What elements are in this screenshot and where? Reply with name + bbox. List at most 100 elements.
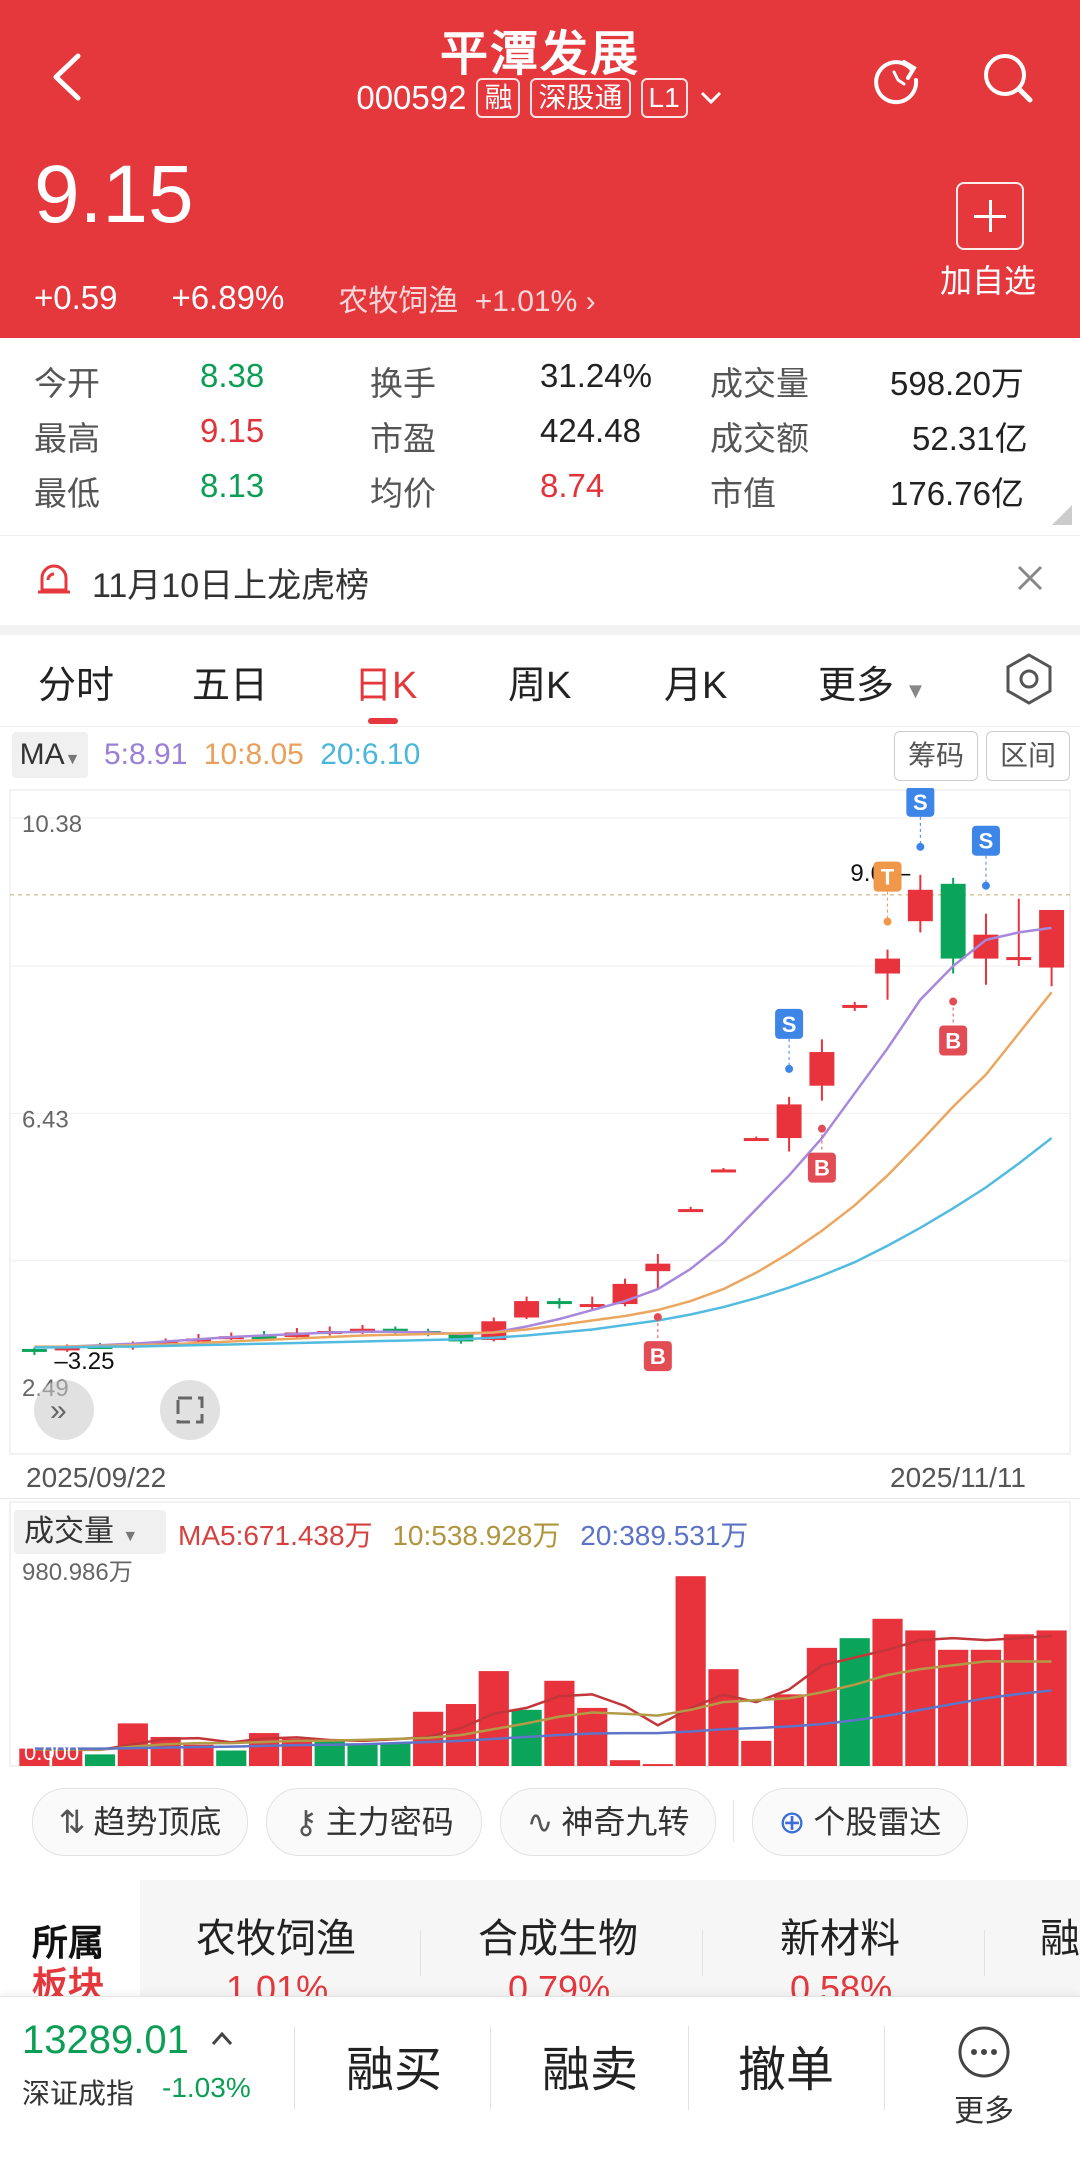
magic-nine-button[interactable]: ∿ 神奇九转 [500, 1788, 716, 1856]
candle-body [1039, 909, 1065, 968]
sector-item-name[interactable]: 合成生物 [478, 1917, 638, 1961]
price-change-row: +0.59 +6.89% 农牧饲渔 +1.01% › [34, 276, 596, 320]
sector-heading: 所属 板块 [32, 1922, 104, 2006]
volume-ma-values: MA5:671.438万 10:538.928万 20:389.531万 [178, 1514, 748, 1554]
volume-selector[interactable]: 成交量 ▼ [14, 1510, 166, 1554]
volume-bar [675, 1576, 706, 1766]
add-watchlist-button[interactable] [956, 182, 1024, 250]
ma-values: 5:8.91 10:8.05 20:6.10 [104, 738, 420, 772]
margin-buy-button[interactable]: 融买 [346, 2044, 443, 2097]
divider [490, 2026, 491, 2110]
candle-body [743, 1138, 769, 1142]
settings-hexagon-icon[interactable] [1004, 652, 1054, 706]
volume-bar [577, 1707, 608, 1766]
wave-icon: ∿ [526, 1804, 554, 1840]
signal-dot [981, 881, 990, 890]
stat-value-low: 8.13 [200, 467, 265, 504]
divider [0, 1498, 1080, 1499]
add-watchlist-label[interactable]: 加自选 [940, 263, 1037, 299]
fullscreen-icon [176, 1396, 204, 1424]
sector-list-bg [140, 1880, 1080, 2000]
sector-item-name[interactable]: 农牧饲渔 [196, 1917, 356, 1961]
level-tag[interactable]: L1 [640, 78, 688, 118]
vol-ma20: 20:389.531万 [580, 1520, 749, 1551]
volume-bar [52, 1750, 83, 1766]
back-icon[interactable] [50, 52, 84, 102]
tab-intraday[interactable]: 分时 [38, 665, 115, 707]
candle-body [973, 934, 999, 959]
chart-frame [9, 789, 1071, 1455]
candle-body [546, 1301, 572, 1305]
stat-label: 最高 [34, 420, 100, 457]
tab-five-day[interactable]: 五日 [192, 665, 269, 707]
collapse-left-button [34, 1380, 94, 1440]
stat-value-pe: 424.48 [540, 412, 641, 449]
tab-more[interactable]: 更多 ▼ [818, 654, 926, 709]
candle-body [678, 1209, 704, 1213]
chevron-down-icon[interactable] [698, 88, 724, 108]
tab-monthly-k[interactable]: 月K [664, 665, 728, 707]
candle-body [153, 1341, 179, 1345]
tab-more-label: 更多 [818, 665, 895, 707]
main-force-code-button[interactable]: ⚷ 主力密码 [266, 1788, 482, 1856]
cancel-order-button[interactable]: 撤单 [738, 2044, 835, 2097]
ma-selector[interactable]: MA▼ [12, 732, 88, 778]
sector-item-name[interactable]: 融 [1040, 1917, 1080, 1961]
signal-dot [785, 1064, 794, 1073]
stat-value-mktcap: 176.76亿 [890, 475, 1024, 512]
candle-body [776, 1104, 802, 1139]
refresh-icon[interactable] [868, 50, 924, 106]
volume-bar [609, 1760, 641, 1766]
chevron-right-icon: › [585, 285, 596, 318]
index-value[interactable]: 13289.01 [22, 2018, 189, 2062]
volume-bar [183, 1744, 214, 1766]
stat-label: 市盈 [370, 420, 436, 457]
chips-button[interactable]: 筹码 [894, 731, 978, 781]
volume-bar [1003, 1634, 1034, 1766]
tab-daily-k[interactable]: 日K [354, 665, 418, 707]
ma-selector-label: MA [19, 738, 65, 771]
up-down-arrows-icon: ⇅ [58, 1804, 86, 1840]
expand-corner-icon[interactable] [1052, 505, 1072, 525]
volume-chart[interactable]: 980.986万 0.000 [0, 1500, 1080, 1770]
active-tab-indicator [368, 718, 398, 724]
sector-link[interactable]: 农牧饲渔 +1.01% › [338, 276, 595, 320]
index-change: -1.03% [162, 2072, 251, 2103]
stats-grid: 今开 8.38 换手 31.24% 成交量 598.20万 最高 9.15 市盈… [0, 345, 1080, 525]
sector-item-name[interactable]: 新材料 [780, 1917, 900, 1961]
sector-name: 农牧饲渔 [338, 285, 459, 318]
dragon-tiger-banner[interactable]: 11月10日上龙虎榜 [0, 535, 1080, 626]
vol-ma20-line [34, 1689, 1052, 1750]
more-label[interactable]: 更多 [954, 2095, 1014, 2128]
vol-ma10: 10:538.928万 [392, 1520, 561, 1551]
signal-badge-b [939, 1025, 968, 1056]
volume-bar [642, 1764, 673, 1766]
signal-letter: B [945, 1029, 961, 1054]
stat-label: 均价 [370, 475, 436, 512]
signal-badge-t [873, 861, 902, 892]
signal-dot [883, 917, 892, 926]
candle-body [809, 1052, 835, 1086]
search-icon[interactable] [980, 50, 1036, 106]
signal-letter: B [814, 1156, 830, 1181]
stock-radar-button[interactable]: ⊕ 个股雷达 [752, 1788, 968, 1856]
trend-top-bottom-button[interactable]: ⇅ 趋势顶底 [32, 1788, 248, 1856]
more-dots-icon[interactable] [956, 2024, 1012, 2080]
close-icon[interactable] [1016, 564, 1044, 592]
stock-code-row: 000592 融 深股通 L1 [0, 78, 1080, 118]
margin-sell-button[interactable]: 融卖 [542, 2044, 639, 2097]
volume-bar [1036, 1630, 1067, 1766]
tab-weekly-k[interactable]: 周K [508, 665, 572, 707]
volume-zero-label: 0.000 [24, 1740, 79, 1765]
signal-dot [916, 842, 925, 851]
range-button[interactable]: 区间 [986, 731, 1070, 781]
volume-bar [216, 1750, 247, 1766]
sector-change: +1.01% [474, 285, 578, 318]
chevron-up-icon[interactable] [210, 2030, 234, 2048]
tool-label: 神奇九转 [561, 1804, 690, 1840]
candle-body [350, 1328, 375, 1332]
ma10-value: 10:8.05 [203, 738, 304, 771]
candle-body [875, 958, 900, 974]
signal-badge-s [906, 788, 935, 817]
